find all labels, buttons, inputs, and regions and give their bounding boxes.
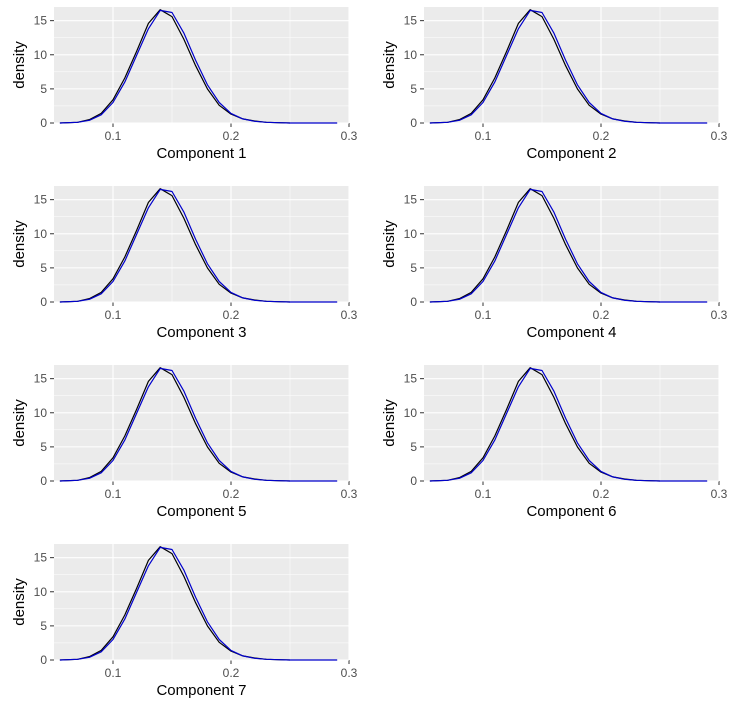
panel-background xyxy=(424,7,719,123)
density-curve-blue xyxy=(59,9,338,124)
y-tick-label: 5 xyxy=(410,440,417,454)
x-tick-label: 0.2 xyxy=(223,308,240,322)
y-tick-label: 15 xyxy=(34,551,48,565)
panel-background xyxy=(424,186,719,302)
density-curve-blue xyxy=(429,188,708,303)
panel-background xyxy=(54,365,349,481)
y-tick-label: 0 xyxy=(40,295,47,309)
y-tick-label: 15 xyxy=(34,14,48,28)
x-tick-label: 0.3 xyxy=(341,487,358,501)
y-tick-label: 5 xyxy=(40,261,47,275)
y-axis-title: density xyxy=(11,220,28,268)
x-axis-title: Component 3 xyxy=(156,324,246,341)
x-tick-label: 0.3 xyxy=(341,666,358,680)
x-tick-label: 0.1 xyxy=(475,487,492,501)
x-tick-label: 0.3 xyxy=(341,129,358,143)
chart-panel-2: 0.1 0.2 0.3 0 5 10 15 Component 2 density xyxy=(381,7,728,162)
density-curve-blue xyxy=(59,546,338,661)
y-tick-label: 15 xyxy=(404,14,418,28)
x-axis-title: Component 7 xyxy=(156,682,246,699)
y-tick-label: 15 xyxy=(34,193,48,207)
x-tick-label: 0.2 xyxy=(223,666,240,680)
y-axis-title: density xyxy=(381,41,398,89)
x-axis-title: Component 5 xyxy=(156,503,246,520)
y-tick-label: 5 xyxy=(410,82,417,96)
chart-panel-4: 0.1 0.2 0.3 0 5 10 15 Component 4 density xyxy=(381,186,728,341)
density-curve-blue xyxy=(59,188,338,303)
panel-background xyxy=(54,544,349,660)
x-tick-label: 0.2 xyxy=(593,129,610,143)
x-tick-label: 0.1 xyxy=(105,666,122,680)
y-tick-label: 10 xyxy=(34,48,48,62)
y-axis-title: density xyxy=(381,399,398,447)
y-tick-label: 5 xyxy=(40,440,47,454)
chart-panel-7: 0.1 0.2 0.3 0 5 10 15 Component 7 density xyxy=(11,544,358,699)
x-tick-label: 0.3 xyxy=(341,308,358,322)
x-tick-label: 0.1 xyxy=(105,487,122,501)
x-axis-title: Component 2 xyxy=(526,145,616,162)
density-curve-blue xyxy=(429,367,708,482)
y-tick-label: 0 xyxy=(410,116,417,130)
x-axis-title: Component 6 xyxy=(526,503,616,520)
x-tick-label: 0.3 xyxy=(711,129,728,143)
x-tick-label: 0.2 xyxy=(223,129,240,143)
x-tick-label: 0.1 xyxy=(475,308,492,322)
y-tick-label: 0 xyxy=(410,474,417,488)
panel-background xyxy=(424,365,719,481)
y-tick-label: 10 xyxy=(34,227,48,241)
y-tick-label: 15 xyxy=(404,372,418,386)
y-tick-label: 0 xyxy=(40,116,47,130)
y-tick-label: 10 xyxy=(404,227,418,241)
y-tick-label: 5 xyxy=(410,261,417,275)
y-tick-label: 15 xyxy=(34,372,48,386)
chart-panel-3: 0.1 0.2 0.3 0 5 10 15 Component 3 density xyxy=(11,186,358,341)
y-tick-label: 10 xyxy=(404,48,418,62)
x-tick-label: 0.1 xyxy=(475,129,492,143)
panel-background xyxy=(54,7,349,123)
chart-panel-5: 0.1 0.2 0.3 0 5 10 15 Component 5 density xyxy=(11,365,358,520)
chart-panel-6: 0.1 0.2 0.3 0 5 10 15 Component 6 density xyxy=(381,365,728,520)
y-axis-title: density xyxy=(11,578,28,626)
y-tick-label: 10 xyxy=(404,406,418,420)
y-tick-label: 5 xyxy=(40,82,47,96)
x-axis-title: Component 1 xyxy=(156,145,246,162)
x-tick-label: 0.1 xyxy=(105,129,122,143)
x-tick-label: 0.3 xyxy=(711,487,728,501)
y-tick-label: 5 xyxy=(40,619,47,633)
x-tick-label: 0.2 xyxy=(223,487,240,501)
y-tick-label: 10 xyxy=(34,585,48,599)
y-tick-label: 0 xyxy=(40,474,47,488)
y-tick-label: 0 xyxy=(410,295,417,309)
density-curve-blue xyxy=(59,367,338,482)
y-tick-label: 15 xyxy=(404,193,418,207)
y-tick-label: 10 xyxy=(34,406,48,420)
x-tick-label: 0.1 xyxy=(105,308,122,322)
y-axis-title: density xyxy=(381,220,398,268)
panel-background xyxy=(54,186,349,302)
x-axis-title: Component 4 xyxy=(526,324,616,341)
x-tick-label: 0.3 xyxy=(711,308,728,322)
y-tick-label: 0 xyxy=(40,653,47,667)
y-axis-title: density xyxy=(11,399,28,447)
chart-panel-1: 0.1 0.2 0.3 0 5 10 15 Component 1 density xyxy=(11,7,358,162)
density-curve-blue xyxy=(429,9,708,124)
y-axis-title: density xyxy=(11,41,28,89)
x-tick-label: 0.2 xyxy=(593,487,610,501)
x-tick-label: 0.2 xyxy=(593,308,610,322)
